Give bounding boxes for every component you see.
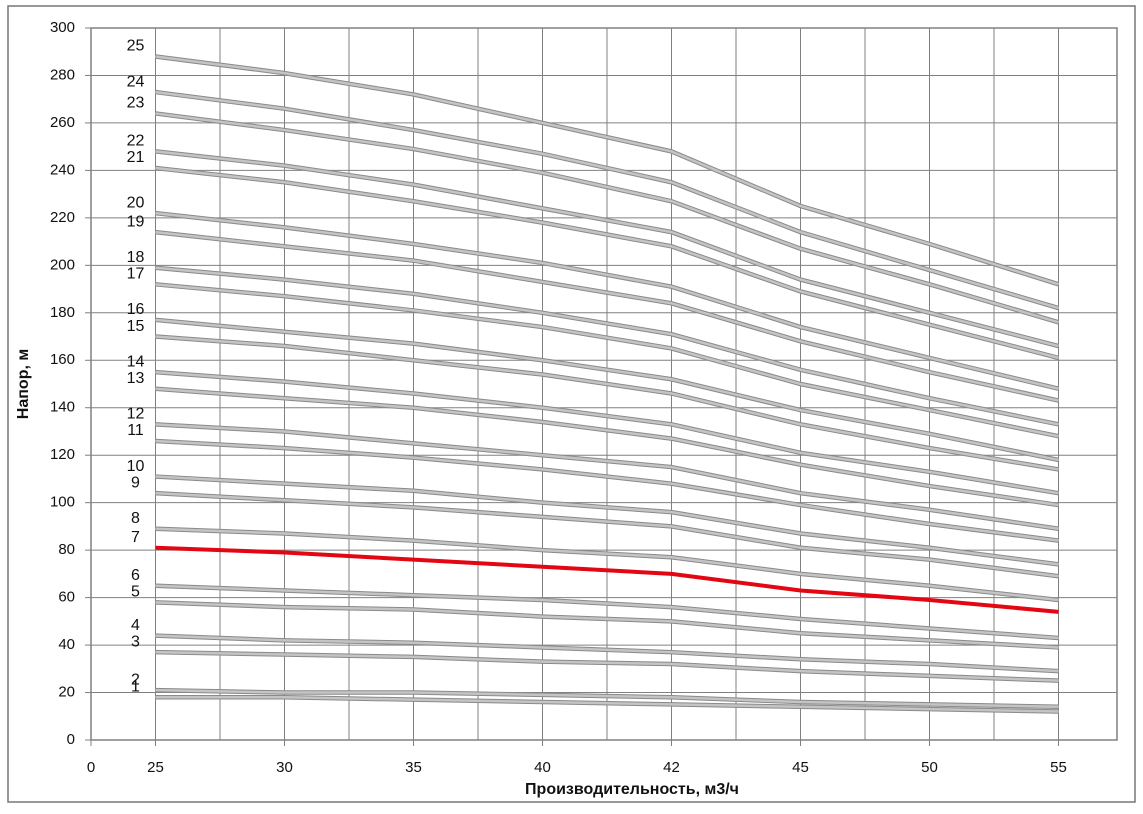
y-tick-label: 60 [58,589,75,606]
series-label: 14 [127,353,145,370]
series-label: 13 [127,370,145,387]
series-label: 23 [127,95,145,112]
series-label: 11 [127,422,144,439]
series-label: 6 [131,567,140,584]
series-label: 8 [131,510,140,527]
series-line [155,688,1059,709]
y-tick-label: 220 [50,209,75,226]
series-line [155,634,1059,673]
series-label: 15 [127,318,145,335]
y-axis-title: Напор, м [15,349,32,419]
series-label: 3 [131,633,140,650]
series-line [155,439,1059,542]
series-line [155,475,1059,566]
x-tick-label: 30 [276,759,293,776]
y-tick-label: 120 [50,446,75,463]
series-label: 12 [127,406,145,423]
x-tick-label: 40 [534,759,551,776]
series-line [155,696,1059,713]
series-line [155,650,1059,682]
y-tick-label: 140 [50,399,75,416]
y-tick-label: 0 [67,731,75,748]
plot-area [90,27,1118,741]
series-label: 7 [131,529,140,546]
series-line [155,370,1059,495]
series-line [155,283,1059,438]
series-line [155,601,1059,649]
series-label: 18 [127,249,145,266]
series-label: 9 [131,474,140,491]
y-tick-label: 200 [50,256,75,273]
series-label: 25 [127,38,145,55]
y-tick-label: 240 [50,161,75,178]
series-line [155,387,1059,507]
series-line [155,545,1059,614]
series-label: 22 [127,133,145,150]
x-tick-label: 25 [147,759,164,776]
series-line [155,527,1059,602]
y-tick-label: 260 [50,114,75,131]
series-line [155,318,1059,462]
series-line [155,491,1059,578]
series-label: 2 [131,671,140,688]
series-line [155,150,1059,348]
series-line [155,230,1059,402]
series-label: 20 [127,194,145,211]
series-line [155,423,1059,531]
y-tick-label: 280 [50,66,75,83]
x-tick-label: 55 [1050,759,1067,776]
x-tick-label: 42 [663,759,680,776]
x-tick-label: 35 [405,759,422,776]
series-line [155,55,1059,286]
y-tick-label: 80 [58,541,75,558]
series-label: 1 [131,678,140,695]
x-tick-label: 50 [921,759,938,776]
series-label: 16 [127,301,145,318]
series-label: 21 [127,149,145,166]
y-tick-label: 40 [58,636,75,653]
series-label: 24 [127,73,145,90]
x-tick-label: 45 [792,759,809,776]
frame [7,5,1136,803]
y-tick-label: 100 [50,494,75,511]
series-line [155,211,1059,390]
series-line [155,584,1059,640]
y-tick-label: 300 [50,19,75,36]
y-tick-label: 180 [50,304,75,321]
y-tick-label: 20 [58,684,75,701]
series-label: 19 [127,213,145,230]
series-label: 5 [131,584,140,601]
series-line [155,166,1059,360]
series-label: 10 [127,458,145,475]
x-axis-title: Производительность, м3/ч [525,781,739,798]
series-label: 4 [131,617,140,634]
series-line [155,266,1059,426]
series-line [155,335,1059,471]
series-line [155,90,1059,310]
series-label: 17 [127,266,145,283]
y-tick-label: 160 [50,351,75,368]
x-tick-label: 0 [87,759,95,776]
series-line [155,112,1059,324]
